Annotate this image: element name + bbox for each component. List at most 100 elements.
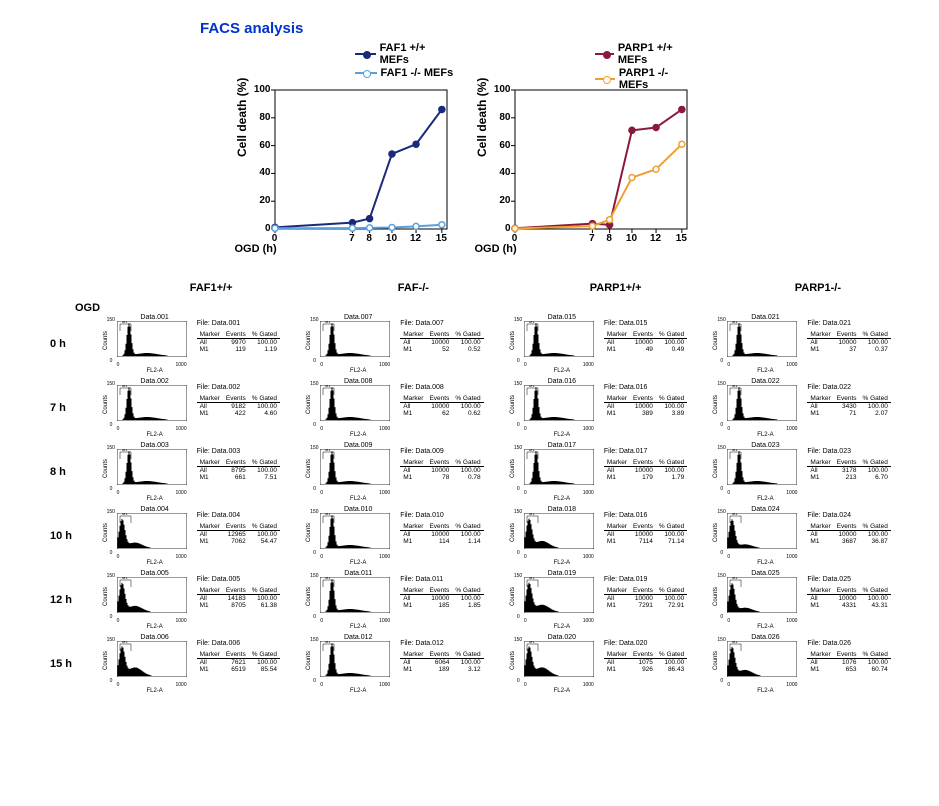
histo-xlabel: FL2-A [727, 432, 803, 438]
histo-ymin: 0 [720, 358, 723, 364]
stats-box: File: Data.015 MarkerEvents% Gated All10… [604, 314, 704, 353]
facs-cell: 150 0 Data.026 Counts M1 01000 FL2-A Fil… [715, 634, 919, 694]
histogram: 150 0 Data.015 Counts M1 01000 FL2-A [512, 314, 600, 374]
stats-table: MarkerEvents% Gated All10000100.00 M1711… [604, 523, 687, 545]
histo-ylabel: Counts [713, 331, 719, 350]
histo-title: Data.026 [727, 634, 803, 641]
histo-title: Data.006 [117, 634, 193, 641]
stats-box: File: Data.001 MarkerEvents% Gated All99… [197, 314, 297, 353]
time-label: 8 h [20, 466, 105, 478]
stats-box: File: Data.016 MarkerEvents% Gated All10… [604, 378, 704, 417]
facs-column-header: FAF-/- [312, 282, 514, 294]
svg-text:M1: M1 [732, 641, 738, 644]
histo-ylabel: Counts [306, 395, 312, 414]
histo-xmin: 0 [320, 682, 323, 688]
histogram: 150 0 Data.020 Counts M1 01000 FL2-A [512, 634, 600, 694]
histo-xlabel: FL2-A [524, 368, 600, 374]
histo-ymax: 150 [514, 317, 522, 323]
histo-ylabel: Counts [510, 651, 516, 670]
histo-xmax: 1000 [786, 490, 797, 496]
histo-xmin: 0 [727, 554, 730, 560]
histo-xlabel: FL2-A [524, 688, 600, 694]
svg-text:M1: M1 [122, 321, 128, 324]
stats-file: File: Data.009 [400, 448, 500, 455]
histo-xlabel: FL2-A [117, 688, 193, 694]
stats-file: File: Data.019 [604, 576, 704, 583]
histo-ylabel: Counts [103, 331, 109, 350]
histogram: 150 0 Data.006 Counts M1 01000 FL2-A [105, 634, 193, 694]
stats-table: MarkerEvents% Gated All9970100.00 M11191… [197, 331, 280, 353]
stats-file: File: Data.025 [807, 576, 907, 583]
svg-text:M1: M1 [529, 513, 535, 516]
histo-xmax: 1000 [379, 618, 390, 624]
histo-xmax: 1000 [176, 682, 187, 688]
histo-title: Data.025 [727, 570, 803, 577]
histo-ylabel: Counts [713, 587, 719, 606]
histo-xmin: 0 [727, 490, 730, 496]
histo-ymin: 0 [517, 422, 520, 428]
y-tick: 40 [487, 167, 511, 178]
stats-table: MarkerEvents% Gated All10000100.00 M1433… [807, 587, 890, 609]
histo-ymin: 0 [313, 678, 316, 684]
facs-cell: 150 0 Data.019 Counts M1 01000 FL2-A Fil… [512, 570, 716, 630]
histogram: 150 0 Data.025 Counts M1 01000 FL2-A [715, 570, 803, 630]
y-tick: 100 [487, 84, 511, 95]
histo-xmin: 0 [524, 426, 527, 432]
svg-text:M1: M1 [122, 577, 128, 580]
histo-xmax: 1000 [583, 426, 594, 432]
x-tick: 10 [621, 233, 641, 244]
histo-xmin: 0 [117, 426, 120, 432]
stats-table: MarkerEvents% Gated All10000100.00 M1370… [807, 331, 890, 353]
facs-column-header: FAF1+/+ [110, 282, 312, 294]
facs-cell: 150 0 Data.017 Counts M1 01000 FL2-A Fil… [512, 442, 716, 502]
histo-ylabel: Counts [510, 459, 516, 478]
facs-row: 15 h 150 0 Data.006 Counts M1 01000 FL2-… [20, 634, 919, 694]
facs-cell: 150 0 Data.002 Counts M1 01000 FL2-A Fil… [105, 378, 309, 438]
stats-file: File: Data.003 [197, 448, 297, 455]
histo-ymin: 0 [313, 358, 316, 364]
facs-cell: 150 0 Data.003 Counts M1 01000 FL2-A Fil… [105, 442, 309, 502]
histogram: 150 0 Data.001 Counts M1 01000 FL2-A [105, 314, 193, 374]
stats-box: File: Data.021 MarkerEvents% Gated All10… [807, 314, 907, 353]
facs-cell: 150 0 Data.021 Counts M1 01000 FL2-A Fil… [715, 314, 919, 374]
stats-table: MarkerEvents% Gated All7621100.00 M16519… [197, 651, 280, 673]
facs-cell: 150 0 Data.005 Counts M1 01000 FL2-A Fil… [105, 570, 309, 630]
stats-table: MarkerEvents% Gated All10000100.00 M1520… [400, 331, 483, 353]
svg-text:M1: M1 [732, 385, 738, 388]
histo-xmax: 1000 [379, 362, 390, 368]
histo-title: Data.001 [117, 314, 193, 321]
histo-ymax: 150 [717, 317, 725, 323]
histogram: 150 0 Data.011 Counts M1 01000 FL2-A [308, 570, 396, 630]
legend-label: FAF1 -/- MEFs [381, 67, 454, 79]
stats-box: File: Data.012 MarkerEvents% Gated All60… [400, 634, 500, 673]
histogram: 150 0 Data.018 Counts M1 01000 FL2-A [512, 506, 600, 566]
facs-row: 10 h 150 0 Data.004 Counts M1 01000 FL2-… [20, 506, 919, 566]
stats-box: File: Data.025 MarkerEvents% Gated All10… [807, 570, 907, 609]
svg-text:M1: M1 [122, 449, 128, 452]
stats-table: MarkerEvents% Gated All10000100.00 M1368… [807, 523, 890, 545]
histo-xlabel: FL2-A [727, 624, 803, 630]
histogram: 150 0 Data.023 Counts M1 01000 FL2-A [715, 442, 803, 502]
histo-ymin: 0 [110, 678, 113, 684]
time-label: 10 h [20, 530, 105, 542]
facs-row: 7 h 150 0 Data.002 Counts M1 01000 FL2-A… [20, 378, 919, 438]
histo-ymax: 150 [310, 445, 318, 451]
svg-text:M1: M1 [732, 577, 738, 580]
stats-table: MarkerEvents% Gated All8795100.00 M16617… [197, 459, 280, 481]
stats-file: File: Data.010 [400, 512, 500, 519]
histo-xmin: 0 [320, 426, 323, 432]
x-tick: 12 [406, 233, 426, 244]
histo-ylabel: Counts [306, 459, 312, 478]
svg-text:M1: M1 [732, 513, 738, 516]
histo-ymin: 0 [313, 550, 316, 556]
histo-ymax: 150 [310, 317, 318, 323]
stats-file: File: Data.007 [400, 320, 500, 327]
histo-ylabel: Counts [713, 395, 719, 414]
stats-box: File: Data.007 MarkerEvents% Gated All10… [400, 314, 500, 353]
stats-file: File: Data.012 [400, 640, 500, 647]
histo-ylabel: Counts [103, 651, 109, 670]
histo-xlabel: FL2-A [320, 368, 396, 374]
histogram: 150 0 Data.019 Counts M1 01000 FL2-A [512, 570, 600, 630]
facs-cell: 150 0 Data.016 Counts M1 01000 FL2-A Fil… [512, 378, 716, 438]
stats-file: File: Data.021 [807, 320, 907, 327]
